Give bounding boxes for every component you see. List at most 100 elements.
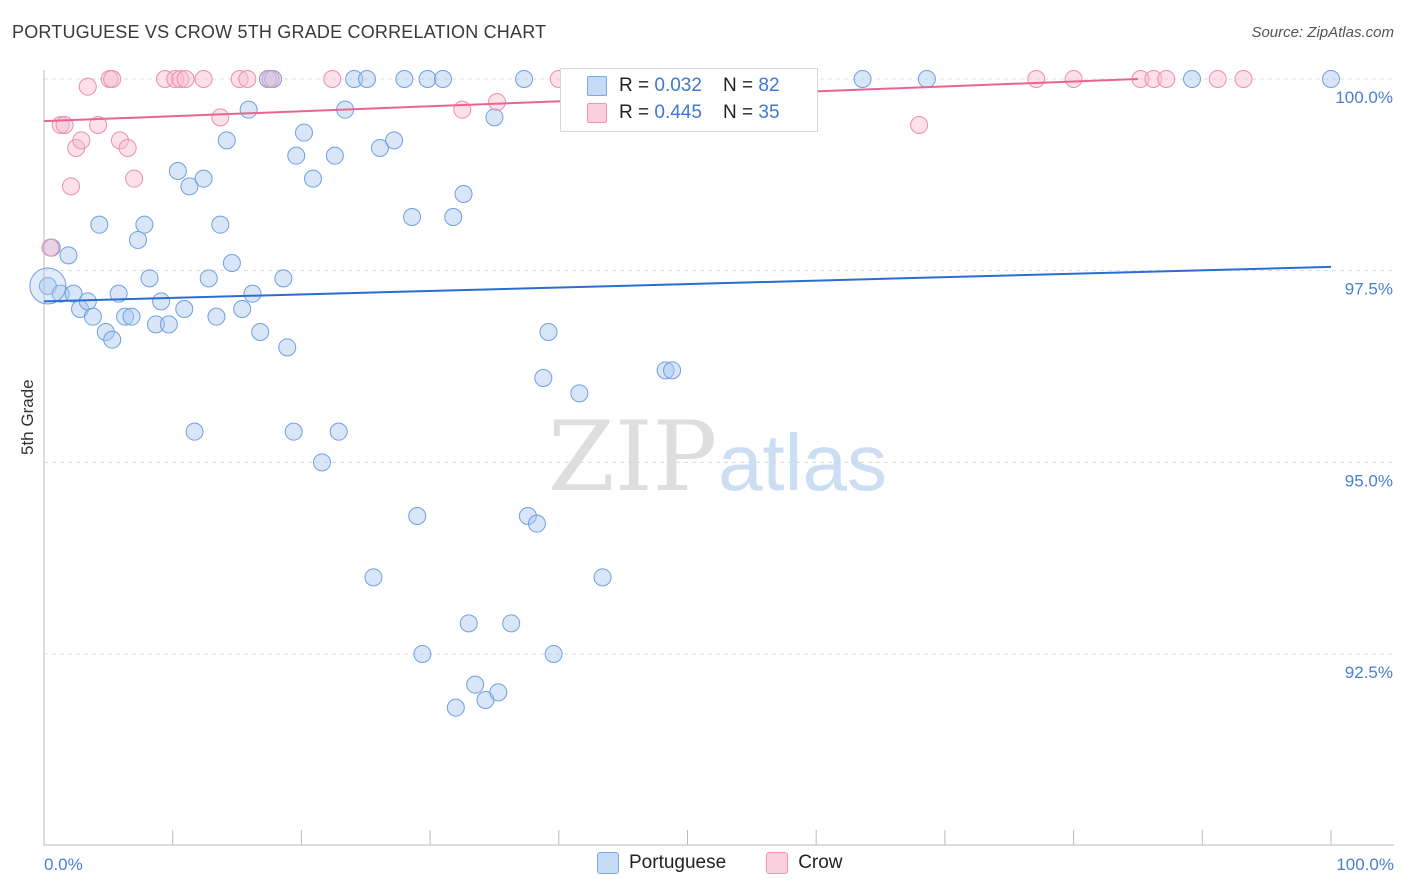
chart-title: PORTUGUESE VS CROW 5TH GRADE CORRELATION…: [12, 22, 547, 42]
portuguese-point-72: [570, 384, 589, 403]
x-tick-max: 100.0%: [1336, 855, 1394, 874]
crow-point-24: [488, 93, 507, 111]
portuguese-swatch: [587, 76, 607, 96]
portuguese-cluster-point: [29, 267, 67, 305]
portuguese-point-61: [466, 675, 485, 694]
portuguese-point-69: [534, 369, 553, 387]
portuguese-point-59: [454, 185, 473, 203]
portuguese-point-47: [358, 70, 377, 88]
crow-point-2: [55, 116, 74, 134]
portuguese-point-25: [199, 269, 218, 288]
portuguese-point-11: [109, 284, 128, 303]
source-credit: Source: ZipAtlas.com: [1251, 24, 1394, 41]
portuguese-point-30: [233, 300, 252, 318]
portuguese-point-14: [128, 231, 147, 249]
crow-stats: R = 0.445 N = 35: [619, 102, 780, 123]
crow-point-7: [89, 116, 108, 134]
portuguese-point-46: [345, 70, 364, 88]
portuguese-point-63: [485, 108, 504, 127]
crow-point-14: [166, 70, 185, 88]
series-portuguese: [29, 70, 1340, 717]
portuguese-point-12: [116, 307, 135, 326]
portuguese-point-80: [1183, 70, 1202, 88]
crow-point-6: [78, 77, 97, 96]
crow-point-5: [72, 131, 91, 150]
crow-point-19: [230, 70, 249, 88]
y-tick-label-1: 97.5%: [1345, 280, 1393, 299]
crow-point-16: [176, 70, 195, 88]
portuguese-point-13: [122, 307, 141, 326]
portuguese-point-49: [370, 139, 389, 157]
portuguese-point-52: [403, 208, 422, 226]
portuguese-point-7: [83, 307, 102, 326]
stats-legend: R = 0.032 N = 82 R = 0.445 N = 35: [560, 68, 818, 132]
x-tick-labels: 0.0% 100.0%: [44, 855, 1394, 874]
portuguese-point-44: [329, 422, 348, 441]
legend-portuguese-label: Portuguese: [629, 852, 727, 873]
portuguese-point-51: [395, 70, 414, 88]
watermark-atlas: atlas: [718, 418, 887, 507]
portuguese-point-41: [303, 169, 322, 188]
portuguese-point-10: [103, 330, 122, 349]
portuguese-point-81: [1322, 70, 1340, 88]
portuguese-point-27: [211, 215, 230, 234]
crow-point-33: [1208, 70, 1227, 88]
watermark-zip: ZIP: [548, 401, 717, 513]
portuguese-point-23: [185, 422, 204, 441]
crow-point-32: [1157, 70, 1176, 88]
portuguese-point-55: [418, 70, 437, 88]
portuguese-point-28: [217, 131, 236, 150]
crow-point-11: [118, 139, 137, 157]
legend-crow-label: Crow: [798, 852, 843, 873]
portuguese-point-76: [663, 361, 682, 380]
portuguese-point-67: [518, 507, 537, 525]
portuguese-point-15: [135, 215, 154, 234]
portuguese-point-17: [146, 315, 165, 334]
portuguese-point-18: [152, 292, 171, 311]
portuguese-point-33: [251, 323, 270, 341]
portuguese-point-37: [278, 338, 297, 357]
portuguese-point-60: [459, 614, 478, 633]
crow-point-29: [1064, 70, 1083, 88]
series-legend: Portuguese Crow: [597, 852, 883, 874]
crow-swatch: [587, 103, 607, 123]
portuguese-point-58: [446, 698, 465, 717]
portuguese-point-71: [544, 645, 563, 663]
zipatlas-watermark: ZIP atlas: [548, 401, 887, 513]
portuguese-point-2: [51, 284, 70, 303]
portuguese-point-56: [433, 70, 452, 88]
portuguese-point-31: [239, 100, 258, 119]
portuguese-point-16: [140, 269, 159, 288]
portuguese-point-42: [312, 453, 331, 472]
portuguese-point-64: [489, 683, 508, 702]
portuguese-point-65: [502, 614, 521, 633]
crow-point-9: [103, 70, 122, 88]
portuguese-point-6: [78, 292, 97, 311]
crow-point-21: [261, 70, 280, 88]
crow-point-22: [323, 70, 342, 88]
crow-point-23: [453, 100, 472, 119]
y-tick-labels: 100.0% 97.5% 95.0% 92.5%: [1335, 88, 1393, 682]
portuguese-point-48: [364, 568, 383, 587]
crow-point-10: [110, 131, 129, 150]
legend-portuguese-swatch: [597, 852, 619, 874]
portuguese-point-78: [853, 70, 872, 88]
legend-row-crow: R = 0.445 N = 35: [587, 100, 780, 126]
crow-point-27: [910, 116, 929, 134]
legend-item-crow[interactable]: Crow: [766, 852, 843, 874]
portuguese-point-32: [243, 284, 262, 303]
crow-point-18: [211, 108, 230, 127]
portuguese-point-4: [64, 284, 83, 303]
legend-item-portuguese[interactable]: Portuguese: [597, 852, 726, 874]
crow-point-34: [1234, 70, 1253, 88]
crow-point-0: [41, 238, 60, 257]
portuguese-point-43: [325, 146, 344, 165]
portuguese-point-79: [917, 70, 936, 88]
portuguese-point-9: [96, 323, 115, 341]
portuguese-stats: R = 0.032 N = 82: [619, 75, 780, 96]
legend-crow-swatch: [766, 852, 789, 874]
portuguese-point-26: [207, 307, 226, 326]
portuguese-point-38: [284, 422, 303, 441]
y-tick-label-0: 100.0%: [1335, 88, 1393, 107]
portuguese-point-29: [222, 254, 241, 272]
